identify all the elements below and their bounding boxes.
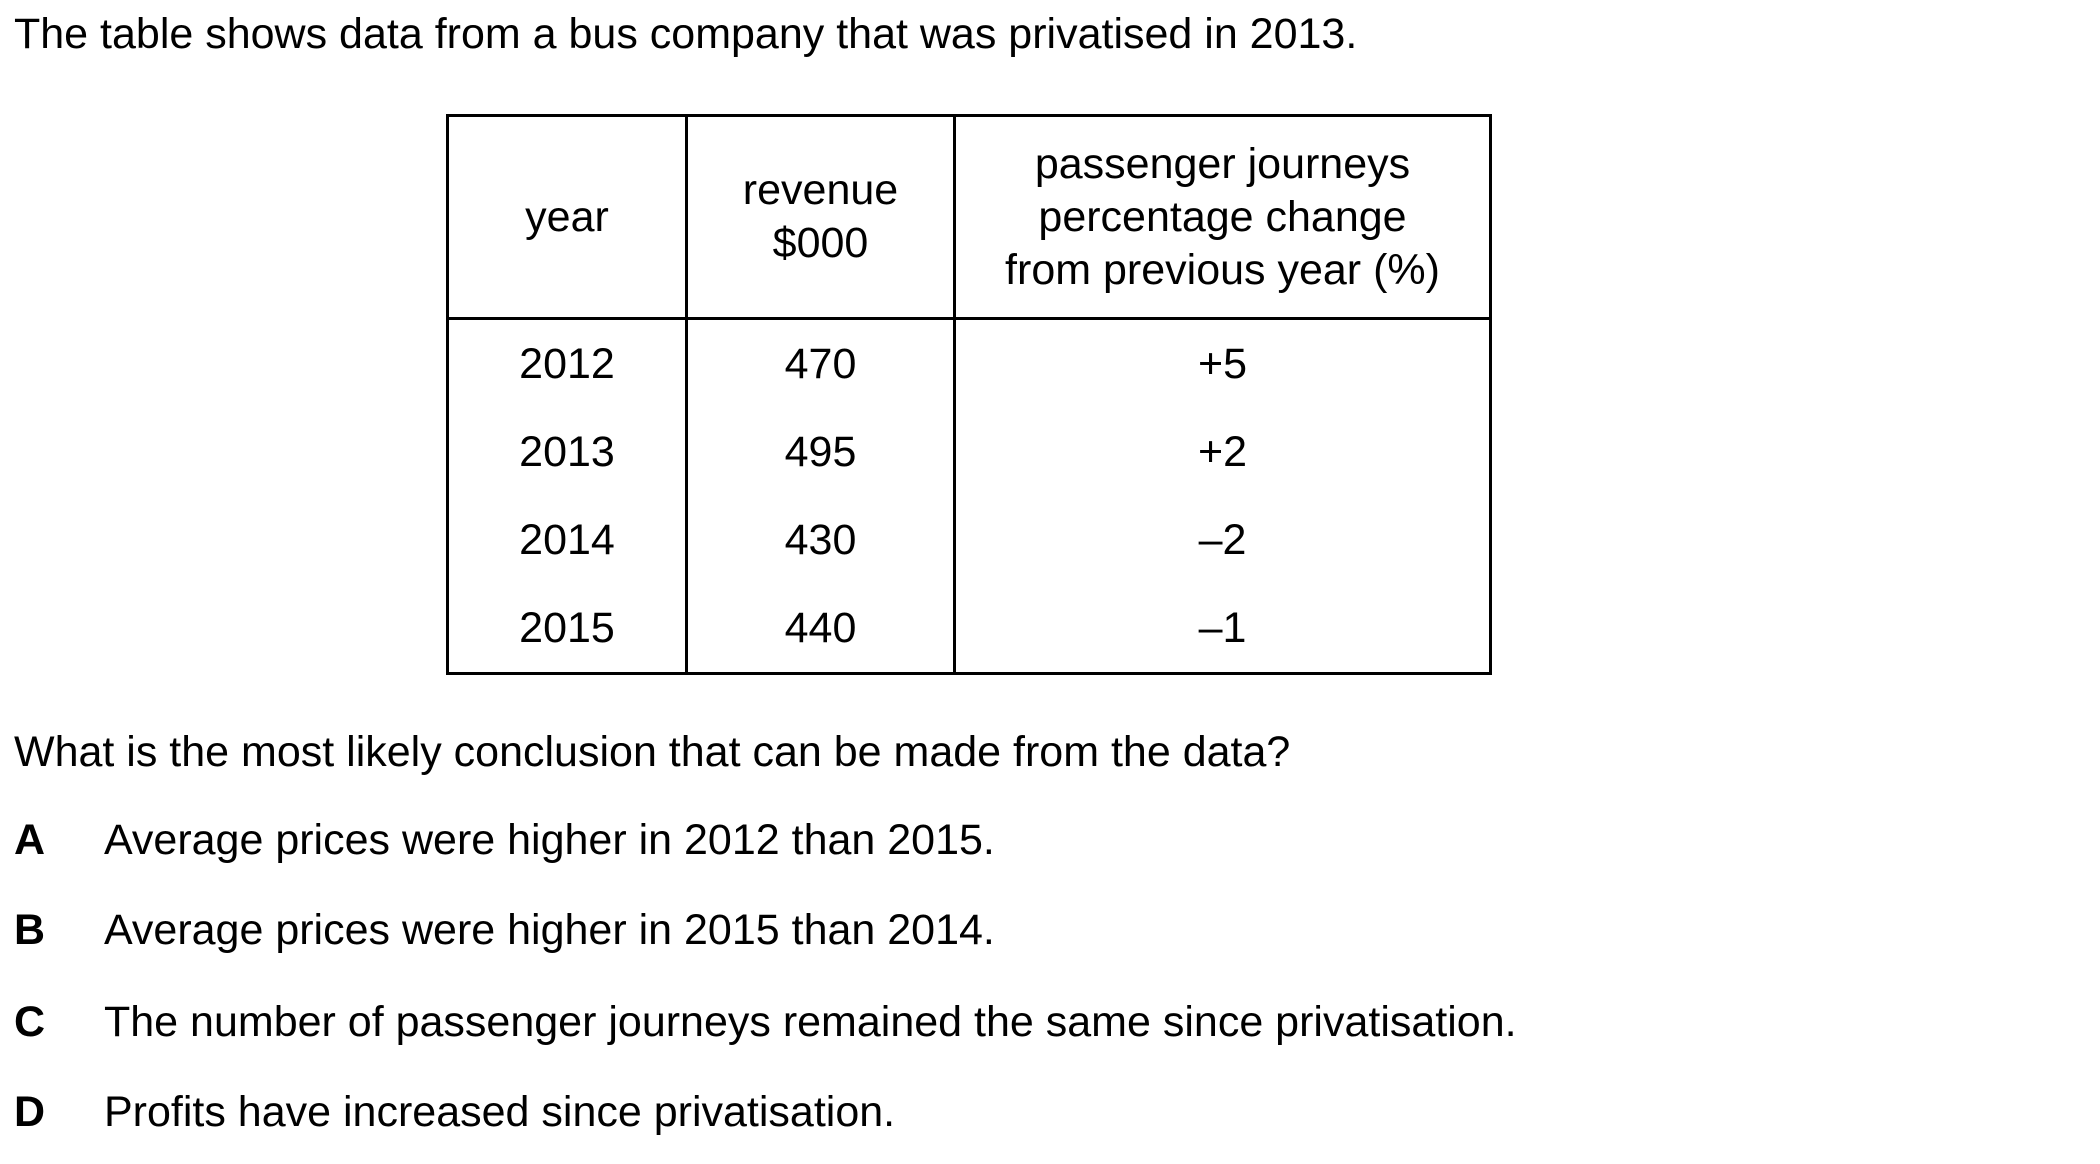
cell-revenue: 430: [685, 496, 956, 584]
cell-year: 2013: [446, 408, 688, 496]
option-letter: C: [14, 998, 46, 1046]
option-text: Profits have increased since privatisati…: [104, 1088, 896, 1136]
cell-year: 2012: [446, 318, 688, 408]
cell-revenue: 495: [685, 408, 956, 496]
option-letter: A: [14, 816, 46, 864]
table-row: 2015 440 –1: [446, 584, 1492, 674]
option-text: Average prices were higher in 2012 than …: [104, 816, 995, 864]
header-journeys-line2: percentage change: [1038, 192, 1407, 241]
option-letter: D: [14, 1088, 46, 1136]
header-year-label: year: [525, 192, 609, 241]
header-revenue-line1: revenue: [742, 166, 899, 214]
option-letter: B: [14, 906, 46, 954]
cell-revenue: 440: [685, 584, 956, 674]
option-text: The number of passenger journeys remaine…: [104, 998, 1517, 1046]
header-year: year: [446, 115, 688, 320]
table-header-row: year revenue $000 passenger journeys per…: [446, 115, 1492, 320]
cell-year: 2015: [446, 584, 688, 674]
cell-year: 2014: [446, 496, 688, 584]
cell-change: –2: [953, 496, 1492, 584]
table-row: 2012 470 +5: [446, 318, 1492, 408]
header-passenger-journeys: passenger journeys percentage change fro…: [953, 115, 1492, 320]
intro-text: The table shows data from a bus company …: [14, 10, 1358, 58]
header-journeys-line1: passenger journeys: [1034, 139, 1411, 188]
option-text: Average prices were higher in 2015 than …: [104, 906, 995, 954]
question-text: What is the most likely conclusion that …: [14, 728, 1291, 776]
header-revenue-line2: $000: [772, 219, 869, 267]
cell-revenue: 470: [685, 318, 956, 408]
header-revenue: revenue $000: [685, 115, 956, 320]
cell-change: +5: [953, 318, 1492, 408]
cell-change: +2: [953, 408, 1492, 496]
cell-change: –1: [953, 584, 1492, 674]
header-journeys-line3: from previous year (%): [1005, 245, 1440, 294]
table-row: 2013 495 +2: [446, 408, 1492, 496]
table-row: 2014 430 –2: [446, 496, 1492, 584]
data-table: year revenue $000 passenger journeys per…: [446, 114, 1492, 675]
